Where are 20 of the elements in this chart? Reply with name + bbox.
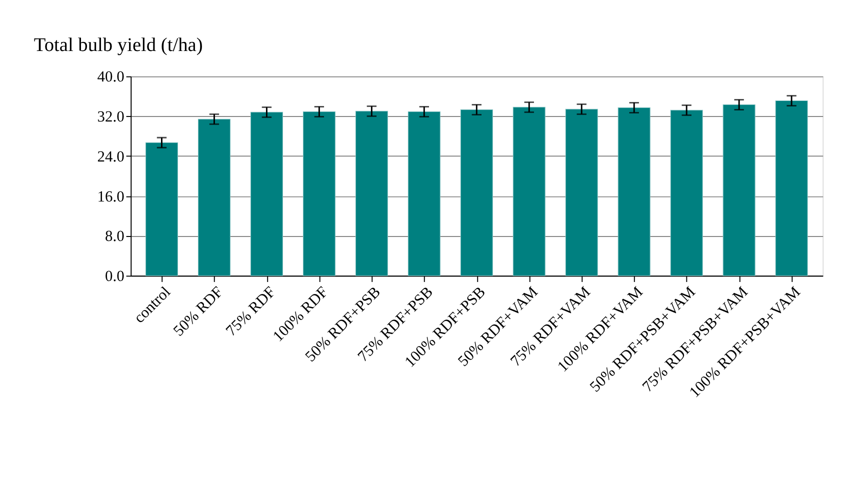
bar bbox=[408, 111, 440, 276]
bar bbox=[618, 107, 650, 276]
y-tick-label: 8.0 bbox=[105, 228, 125, 246]
y-tick-label: 0.0 bbox=[105, 268, 125, 286]
bar bbox=[565, 108, 598, 276]
bar bbox=[775, 100, 808, 276]
y-tick-label: 16.0 bbox=[97, 188, 125, 206]
bar bbox=[250, 112, 283, 276]
bar bbox=[145, 142, 178, 276]
y-tick-label: 32.0 bbox=[97, 108, 125, 126]
bar bbox=[670, 110, 703, 276]
bar bbox=[460, 109, 493, 276]
y-tick-label: 24.0 bbox=[97, 148, 125, 166]
bar bbox=[355, 110, 388, 276]
chart-title: Total bulb yield (t/ha) bbox=[34, 35, 203, 56]
y-tick-label: 40.0 bbox=[97, 68, 125, 86]
bar bbox=[302, 111, 336, 276]
bar bbox=[198, 118, 230, 276]
bar bbox=[722, 104, 756, 276]
bar bbox=[512, 106, 546, 276]
